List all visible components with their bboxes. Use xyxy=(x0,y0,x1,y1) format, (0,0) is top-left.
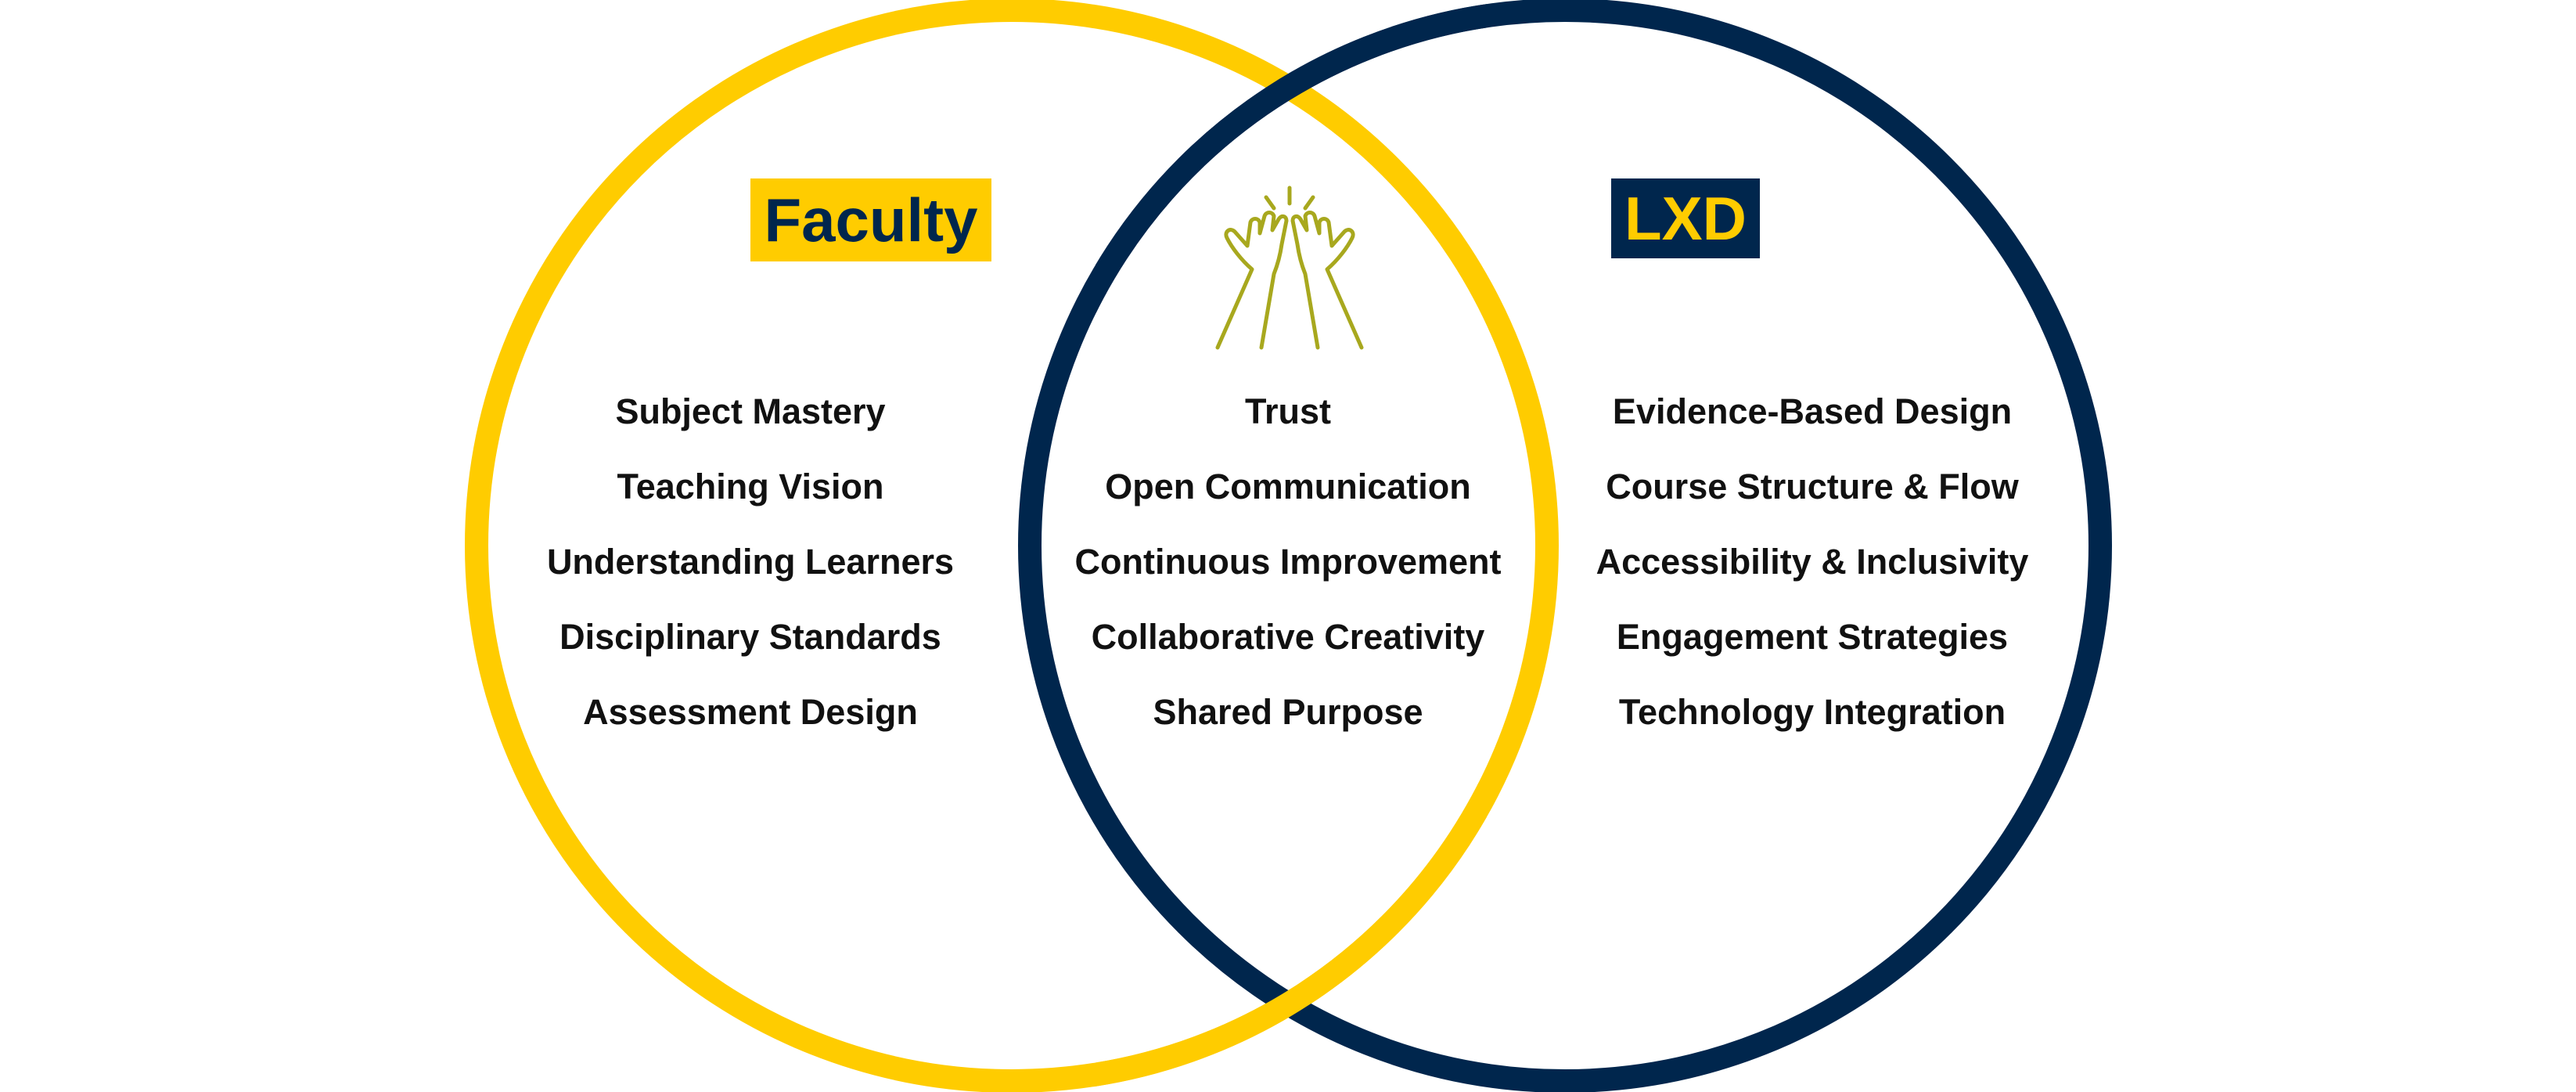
lxd-item: Accessibility & Inclusivity xyxy=(1596,542,2029,582)
lxd-item: Course Structure & Flow xyxy=(1606,467,2019,506)
shared-item: Open Communication xyxy=(1105,467,1471,506)
lxd-items: Evidence-Based Design Course Structure &… xyxy=(1538,374,2086,750)
faculty-circle xyxy=(465,0,1559,1092)
faculty-title: Faculty xyxy=(750,178,991,261)
faculty-item: Disciplinary Standards xyxy=(559,617,941,657)
lxd-title-text: LXD xyxy=(1624,183,1747,253)
faculty-title-text: Faculty xyxy=(764,185,978,254)
shared-item: Continuous Improvement xyxy=(1074,542,1502,582)
faculty-item: Teaching Vision xyxy=(617,467,884,506)
lxd-circle xyxy=(1018,0,2112,1092)
shared-item: Trust xyxy=(1244,391,1332,431)
faculty-item: Understanding Learners xyxy=(546,542,955,582)
lxd-title: LXD xyxy=(1611,178,1760,258)
shared-item: Collaborative Creativity xyxy=(1091,617,1485,657)
faculty-item: Assessment Design xyxy=(583,692,918,732)
shared-items: Trust Open Communication Continuous Impr… xyxy=(1014,374,1562,750)
lxd-item: Engagement Strategies xyxy=(1616,617,2009,657)
faculty-items: Subject Mastery Teaching Vision Understa… xyxy=(477,374,1024,750)
lxd-item: Technology Integration xyxy=(1618,692,2006,732)
faculty-item: Subject Mastery xyxy=(615,391,886,431)
high-five-icon xyxy=(1215,186,1364,350)
shared-item: Shared Purpose xyxy=(1153,692,1423,732)
lxd-item: Evidence-Based Design xyxy=(1612,391,2013,431)
